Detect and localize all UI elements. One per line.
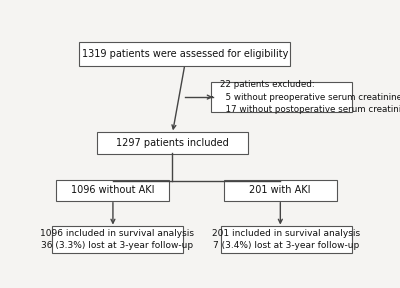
FancyBboxPatch shape xyxy=(80,42,290,66)
FancyBboxPatch shape xyxy=(56,180,169,201)
Text: 201 included in survival analysis
7 (3.4%) lost at 3-year follow-up: 201 included in survival analysis 7 (3.4… xyxy=(212,229,360,251)
Text: 22 patients excluded:
  5 without preoperative serum creatinine
  17 without pos: 22 patients excluded: 5 without preopera… xyxy=(220,80,400,114)
Text: 1319 patients were assessed for eligibility: 1319 patients were assessed for eligibil… xyxy=(82,49,288,59)
Text: 201 with AKI: 201 with AKI xyxy=(250,185,311,195)
FancyBboxPatch shape xyxy=(211,82,352,112)
Text: 1297 patients included: 1297 patients included xyxy=(116,138,229,148)
Text: 1096 without AKI: 1096 without AKI xyxy=(71,185,154,195)
Text: 1096 included in survival analysis
36 (3.3%) lost at 3-year follow-up: 1096 included in survival analysis 36 (3… xyxy=(40,229,194,251)
FancyBboxPatch shape xyxy=(224,180,337,201)
FancyBboxPatch shape xyxy=(96,132,248,154)
FancyBboxPatch shape xyxy=(220,226,352,253)
FancyBboxPatch shape xyxy=(52,226,183,253)
